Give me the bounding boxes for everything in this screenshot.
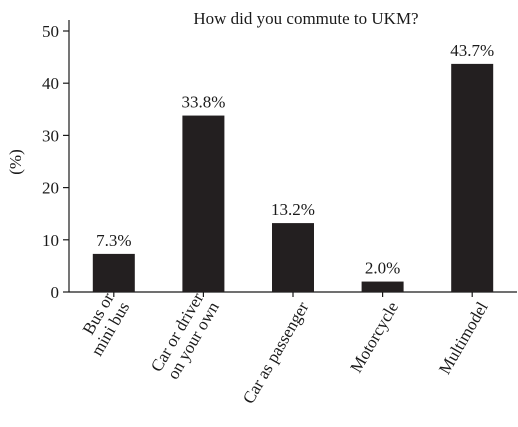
- y-tick-label: 30: [42, 126, 59, 145]
- y-tick-label: 20: [42, 179, 59, 198]
- y-tick-label: 50: [42, 22, 59, 41]
- data-label: 7.3%: [96, 231, 131, 250]
- data-label: 2.0%: [365, 259, 400, 278]
- bar: [361, 281, 404, 292]
- bars-group: [92, 63, 494, 297]
- x-category-label-line: Car as passenger: [239, 298, 313, 407]
- y-axis-ticks: 0 10 20 30 40 50: [42, 22, 69, 302]
- chart-title: How did you commute to UKM?: [193, 9, 418, 28]
- x-category-label: Multimodel: [435, 298, 492, 377]
- bar: [451, 63, 494, 292]
- bar: [182, 115, 225, 293]
- x-category-label: Motorcycle: [346, 299, 402, 376]
- bar: [272, 223, 314, 292]
- data-label: 33.8%: [181, 93, 225, 112]
- data-label: 13.2%: [271, 200, 315, 219]
- data-labels-group: 7.3% 33.8% 13.2% 2.0% 43.7%: [96, 41, 494, 278]
- x-category-label-line: Motorcycle: [346, 299, 402, 376]
- data-label: 43.7%: [450, 41, 494, 60]
- x-category-label-line: Multimodel: [435, 298, 492, 377]
- y-axis-label: (%): [6, 149, 25, 174]
- bar: [92, 253, 135, 292]
- x-category-label: Car as passenger: [239, 298, 313, 407]
- y-tick-label: 10: [42, 231, 59, 250]
- y-tick-label: 0: [51, 283, 60, 302]
- y-tick-label: 40: [42, 74, 59, 93]
